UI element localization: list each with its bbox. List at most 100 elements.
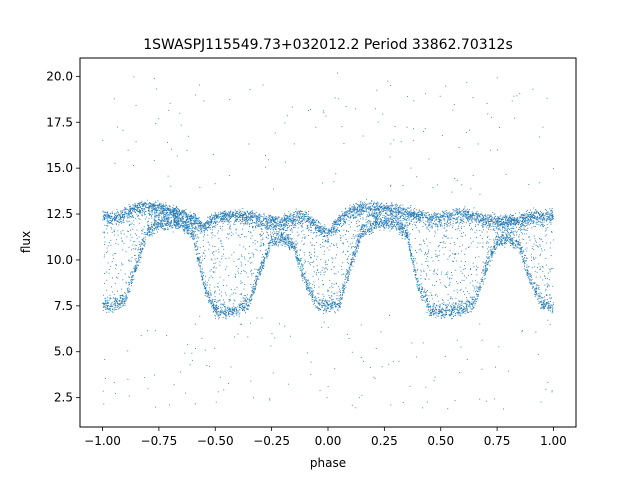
scatter-point	[121, 302, 123, 303]
scatter-point	[543, 215, 545, 217]
scatter-point	[520, 217, 522, 219]
scatter-point	[441, 215, 443, 216]
scatter-point	[191, 222, 193, 224]
scatter-point	[341, 211, 343, 212]
scatter-point	[425, 292, 426, 293]
scatter-point	[486, 267, 488, 269]
scatter-point	[158, 204, 160, 206]
scatter-point	[345, 215, 346, 216]
scatter-point	[529, 224, 531, 226]
scatter-point	[195, 246, 197, 248]
scatter-point	[507, 232, 509, 233]
scatter-point	[487, 253, 489, 255]
scatter-point	[181, 211, 183, 213]
scatter-point	[140, 256, 142, 258]
scatter-point	[131, 279, 133, 281]
scatter-point	[289, 248, 291, 250]
scatter-point	[538, 224, 540, 226]
scatter-point	[116, 209, 118, 211]
scatter-point	[530, 222, 532, 224]
scatter-point	[373, 223, 375, 225]
scatter-point	[512, 241, 514, 243]
scatter-point	[335, 304, 337, 306]
scatter-point	[376, 221, 378, 223]
scatter-point	[307, 218, 309, 220]
scatter-point	[216, 304, 217, 306]
scatter-point	[364, 201, 365, 203]
scatter-point	[364, 205, 366, 207]
scatter-point	[279, 238, 281, 240]
scatter-point	[451, 214, 453, 216]
scatter-point	[195, 234, 197, 236]
scatter-point	[526, 209, 528, 211]
scatter-point	[529, 236, 530, 238]
scatter-point	[545, 303, 547, 305]
scatter-point	[442, 212, 444, 214]
scatter-point	[330, 235, 332, 237]
scatter-point	[308, 294, 310, 296]
scatter-point	[446, 306, 448, 308]
scatter-point	[401, 226, 403, 227]
scatter-point	[435, 305, 437, 307]
scatter-point	[317, 308, 319, 310]
scatter-point	[303, 278, 305, 280]
scatter-point	[453, 309, 455, 311]
scatter-point	[187, 219, 188, 220]
scatter-point	[139, 261, 141, 263]
scatter-point	[435, 250, 437, 252]
scatter-point	[482, 215, 484, 217]
scatter-point	[451, 306, 453, 308]
scatter-point	[502, 218, 503, 220]
scatter-point	[535, 216, 537, 218]
scatter-point	[271, 244, 273, 246]
scatter-point	[287, 216, 289, 218]
scatter-point	[294, 247, 296, 249]
scatter-point	[360, 218, 362, 220]
scatter-point	[341, 214, 343, 216]
scatter-point	[533, 214, 535, 216]
scatter-point	[358, 247, 359, 249]
scatter-point	[455, 210, 457, 211]
scatter-point	[234, 308, 236, 310]
scatter-point	[289, 249, 290, 251]
scatter-point	[296, 258, 298, 260]
scatter-point	[467, 274, 469, 276]
scatter-point	[490, 214, 492, 216]
scatter-point	[524, 218, 526, 220]
scatter-point	[383, 217, 385, 218]
scatter-point	[267, 248, 269, 250]
scatter-point	[404, 219, 406, 221]
scatter-point	[206, 292, 208, 294]
scatter-point	[543, 306, 545, 308]
scatter-point	[324, 308, 326, 310]
scatter-point	[399, 206, 401, 208]
scatter-point	[302, 213, 304, 215]
scatter-point	[347, 261, 349, 263]
scatter-point	[161, 226, 163, 227]
scatter-point	[168, 210, 170, 212]
scatter-point	[228, 215, 230, 216]
scatter-point	[277, 223, 279, 225]
scatter-point	[164, 220, 166, 222]
scatter-point	[491, 251, 493, 253]
scatter-point	[185, 222, 187, 224]
scatter-point	[227, 233, 229, 235]
scatter-point	[508, 223, 510, 225]
scatter-point	[235, 219, 236, 221]
scatter-point	[306, 226, 308, 228]
scatter-point	[261, 224, 262, 226]
scatter-point	[388, 224, 390, 226]
scatter-point	[379, 213, 381, 215]
scatter-point	[458, 223, 460, 225]
scatter-point	[210, 220, 212, 222]
scatter-point	[544, 219, 545, 220]
scatter-point	[386, 213, 388, 215]
scatter-point	[208, 287, 210, 289]
scatter-point	[438, 260, 440, 261]
scatter-point	[155, 212, 157, 214]
scatter-point	[158, 204, 160, 206]
scatter-point	[151, 225, 153, 227]
scatter-point	[367, 229, 369, 231]
scatter-point	[471, 217, 473, 219]
scatter-point	[305, 218, 307, 220]
